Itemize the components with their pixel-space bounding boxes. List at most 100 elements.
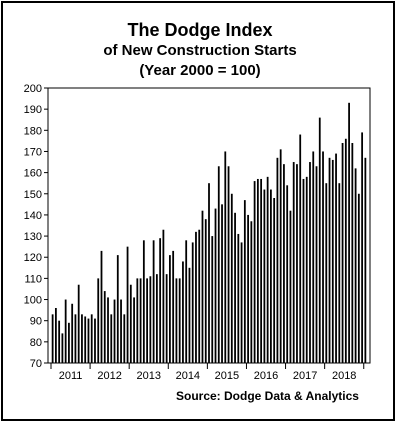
bar xyxy=(51,314,54,363)
bar xyxy=(302,178,305,363)
source-note: Source: Dodge Data & Analytics xyxy=(176,389,359,403)
bar xyxy=(133,297,135,363)
bar xyxy=(276,157,279,363)
bar xyxy=(224,151,227,363)
bar xyxy=(195,231,197,363)
bar xyxy=(289,210,292,363)
y-tick-label: 160 xyxy=(24,168,42,180)
bar xyxy=(129,284,132,363)
bar xyxy=(58,320,61,363)
x-tick-label: 2017 xyxy=(293,370,317,382)
bar xyxy=(348,102,350,364)
bar xyxy=(227,166,230,363)
bar xyxy=(279,149,282,363)
bar xyxy=(234,212,236,363)
bar xyxy=(283,164,285,363)
bar xyxy=(169,255,171,363)
bar xyxy=(217,166,220,363)
x-tick-label: 2016 xyxy=(254,370,278,382)
bar xyxy=(152,240,155,363)
y-tick-label: 180 xyxy=(24,125,42,137)
y-tick-label: 80 xyxy=(30,337,42,349)
bar xyxy=(331,159,334,363)
bar xyxy=(71,303,74,363)
bar xyxy=(237,233,240,363)
bar xyxy=(253,181,256,363)
bar xyxy=(87,318,90,363)
y-tick-label: 200 xyxy=(24,83,42,95)
bar xyxy=(364,157,367,363)
chart-subtitle-line-2: (Year 2000 = 100) xyxy=(139,62,261,79)
bar xyxy=(299,134,302,363)
bar xyxy=(182,261,184,363)
bar xyxy=(61,333,64,363)
bar xyxy=(250,221,253,363)
chart-title: The Dodge Index xyxy=(127,20,273,40)
bar xyxy=(188,267,191,363)
bar xyxy=(97,278,100,363)
bar xyxy=(100,250,103,363)
bar xyxy=(162,229,165,363)
y-tick-label: 170 xyxy=(24,146,42,158)
bar xyxy=(273,198,276,363)
y-tick-label: 100 xyxy=(24,295,42,307)
bar xyxy=(175,278,178,363)
bar xyxy=(159,238,162,363)
x-tick-label: 2013 xyxy=(136,370,160,382)
bar xyxy=(309,162,311,363)
bar xyxy=(328,157,331,363)
bar xyxy=(256,178,259,363)
y-tick-label: 130 xyxy=(24,231,42,243)
y-tick-label: 120 xyxy=(24,252,42,264)
bar xyxy=(211,236,214,363)
bar xyxy=(103,291,106,363)
bar xyxy=(351,143,354,363)
bar xyxy=(335,153,337,363)
bar xyxy=(230,193,233,363)
bar xyxy=(296,164,298,363)
bar xyxy=(64,299,67,363)
bar xyxy=(260,178,263,363)
y-tick-label: 90 xyxy=(30,316,42,328)
bar xyxy=(344,138,347,363)
bar xyxy=(270,189,272,363)
bar xyxy=(123,314,126,363)
bar xyxy=(142,240,145,363)
bar xyxy=(286,185,289,363)
y-tick-label: 110 xyxy=(24,273,42,285)
bar xyxy=(292,162,295,363)
bar xyxy=(240,242,243,363)
bar xyxy=(74,314,77,363)
bar xyxy=(77,284,80,363)
bar xyxy=(214,208,217,363)
bar xyxy=(191,242,194,363)
bar xyxy=(149,276,152,363)
bar xyxy=(247,214,249,363)
bar xyxy=(84,316,87,363)
y-tick-label: 150 xyxy=(24,189,42,201)
bar xyxy=(322,151,324,363)
x-tick-label: 2015 xyxy=(215,370,239,382)
bar xyxy=(243,200,246,363)
bar xyxy=(54,308,57,363)
bar xyxy=(116,255,119,363)
bar xyxy=(120,299,122,363)
bar xyxy=(201,210,204,363)
bar xyxy=(312,151,315,363)
x-tick-label: 2011 xyxy=(59,370,83,382)
bar xyxy=(263,189,266,363)
bar xyxy=(68,322,70,363)
y-tick-label: 190 xyxy=(24,104,42,116)
bar xyxy=(361,132,364,363)
bar xyxy=(155,274,158,363)
x-tick-label: 2012 xyxy=(97,370,121,382)
bar xyxy=(81,314,83,363)
bar xyxy=(178,278,181,363)
bar xyxy=(315,166,318,363)
bar xyxy=(113,299,116,363)
bar xyxy=(107,297,109,363)
bar xyxy=(136,278,139,363)
bar xyxy=(126,246,129,363)
x-tick-label: 2018 xyxy=(332,370,356,382)
